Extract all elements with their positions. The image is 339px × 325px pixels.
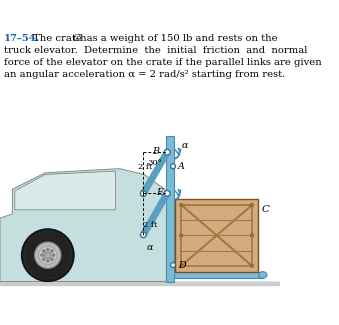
Text: D: D (178, 261, 185, 269)
Text: truck elevator.  Determine  the  initial  friction  and  normal: truck elevator. Determine the initial fr… (4, 46, 307, 55)
Circle shape (46, 259, 49, 262)
Circle shape (39, 246, 57, 264)
Circle shape (171, 164, 176, 169)
Circle shape (251, 234, 254, 237)
Circle shape (251, 264, 254, 267)
Circle shape (42, 258, 45, 261)
Text: A: A (178, 162, 185, 171)
Text: α: α (147, 243, 153, 252)
Text: has a weight of 150 lb and rests on the: has a weight of 150 lb and rests on the (77, 34, 278, 44)
Circle shape (24, 231, 72, 279)
Polygon shape (15, 171, 115, 210)
Polygon shape (0, 169, 173, 281)
Text: C: C (73, 34, 80, 44)
Text: 17–54.: 17–54. (4, 34, 40, 44)
Text: 2 ft: 2 ft (138, 163, 153, 171)
Circle shape (180, 264, 183, 267)
Circle shape (52, 254, 55, 257)
Circle shape (35, 242, 61, 268)
Circle shape (42, 250, 45, 253)
Circle shape (164, 149, 170, 155)
Circle shape (51, 250, 53, 253)
Bar (166, 136, 174, 281)
Circle shape (251, 203, 254, 207)
Text: The crate: The crate (33, 34, 85, 44)
Text: 2 ft: 2 ft (143, 221, 158, 229)
Circle shape (164, 190, 170, 196)
Text: B: B (152, 147, 159, 156)
Text: α: α (182, 141, 188, 150)
Circle shape (171, 263, 176, 267)
Text: E: E (156, 188, 163, 197)
Circle shape (44, 252, 51, 258)
Circle shape (180, 203, 183, 207)
Bar (176, 199, 258, 272)
Text: an angular acceleration α = 2 rad/s² starting from rest.: an angular acceleration α = 2 rad/s² sta… (4, 70, 285, 79)
Text: C: C (261, 204, 269, 214)
Circle shape (140, 191, 146, 197)
Bar (174, 272, 263, 278)
Circle shape (180, 234, 183, 237)
Circle shape (51, 258, 53, 261)
Text: 30°: 30° (147, 159, 162, 167)
Ellipse shape (259, 272, 267, 278)
Circle shape (46, 248, 49, 251)
Text: force of the elevator on the crate if the parallel links are given: force of the elevator on the crate if th… (4, 58, 322, 67)
Circle shape (140, 232, 146, 238)
Circle shape (21, 229, 74, 281)
Circle shape (41, 254, 43, 257)
